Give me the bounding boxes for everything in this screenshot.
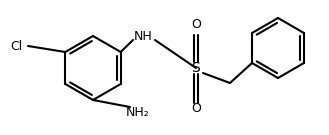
Text: O: O <box>191 102 201 114</box>
Text: Cl: Cl <box>10 40 22 53</box>
Text: S: S <box>191 61 200 75</box>
Text: NH₂: NH₂ <box>126 107 150 119</box>
Text: O: O <box>191 18 201 31</box>
Text: NH: NH <box>134 31 152 43</box>
